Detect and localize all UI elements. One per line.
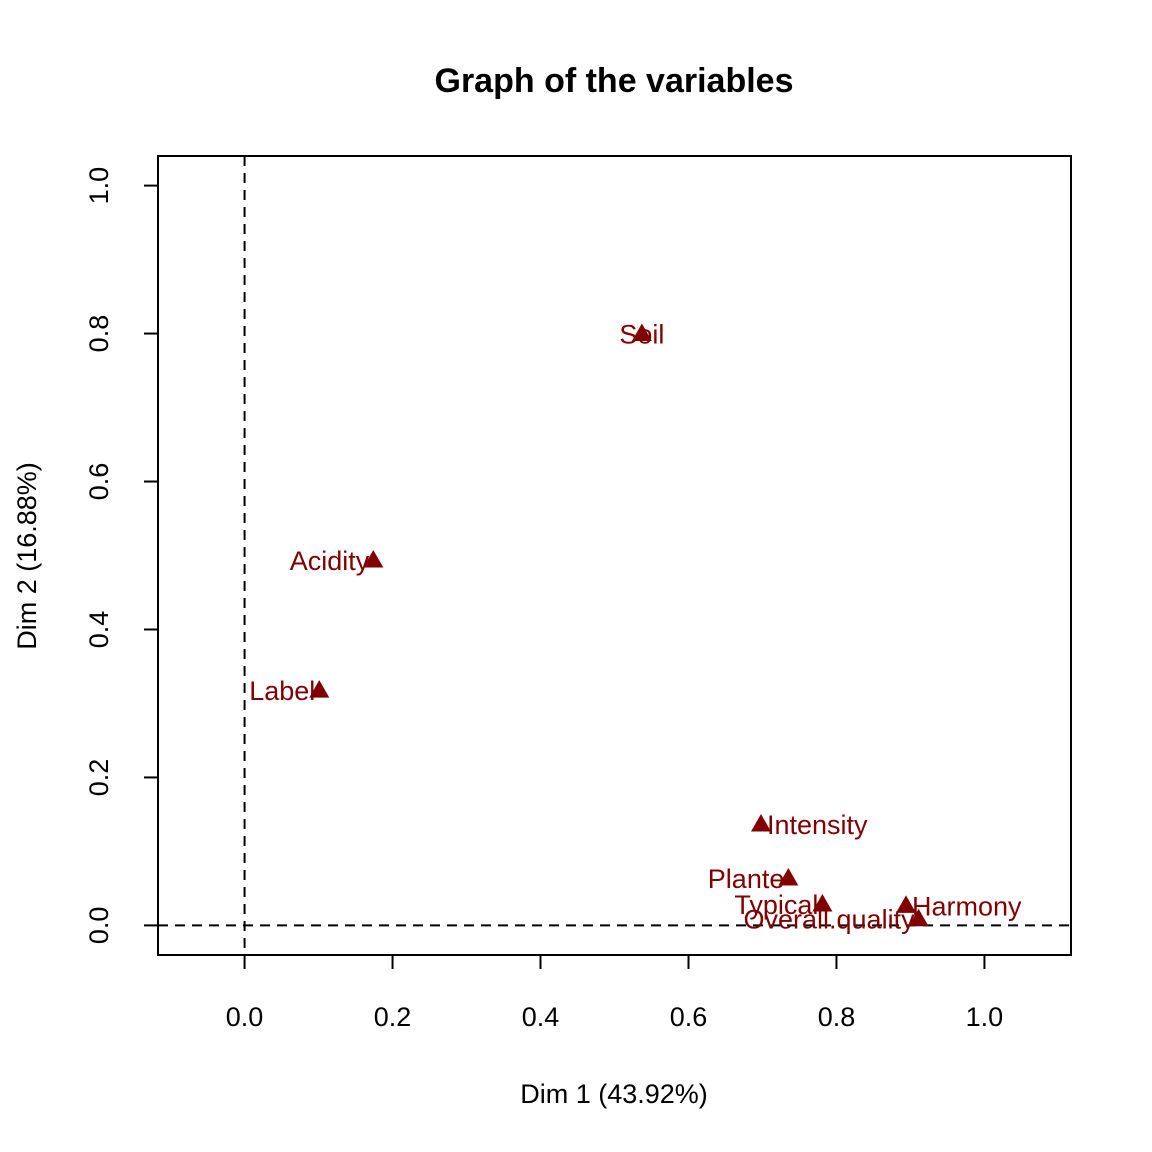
x-axis-ticks: 0.0 0.2 0.4 0.6 0.8 1.0 <box>226 954 1004 1032</box>
chart-title: Graph of the variables <box>435 62 794 100</box>
point-marker-harmony <box>896 895 917 913</box>
x-tick-label: 1.0 <box>966 1002 1004 1032</box>
point-label-typical: Typical <box>734 890 818 920</box>
y-tick-label: 1.0 <box>84 167 114 205</box>
point-marker-typical <box>812 893 833 912</box>
point-label-overall-quality: Overall.quality <box>744 905 916 935</box>
point-marker-intensity <box>750 814 771 832</box>
point-marker-overall-quality <box>908 908 929 927</box>
y-tick-label: 0.0 <box>84 907 114 945</box>
point-marker-plante <box>778 868 799 886</box>
x-tick-label: 0.8 <box>818 1002 856 1032</box>
x-tick-label: 0.0 <box>226 1002 264 1032</box>
y-axis-ticks: 0.0 0.2 0.4 0.6 0.8 1.0 <box>84 167 159 945</box>
x-axis-label: Dim 1 (43.92%) <box>520 1079 708 1109</box>
x-tick-label: 0.2 <box>374 1002 412 1032</box>
y-axis-label: Dim 2 (16.88%) <box>12 462 42 650</box>
y-tick-label: 0.6 <box>84 463 114 501</box>
point-marker-soil <box>631 323 652 342</box>
point-marker-label <box>309 680 330 698</box>
point-marker-acidity <box>363 549 384 568</box>
point-label-acidity: Acidity <box>290 546 370 576</box>
point-label-intensity: Intensity <box>767 810 868 840</box>
y-tick-label: 0.2 <box>84 759 114 797</box>
point-label-harmony: Harmony <box>912 891 1022 921</box>
x-tick-label: 0.4 <box>522 1002 560 1032</box>
point-label-plante: Plante <box>708 864 785 894</box>
point-label-label: Label <box>249 676 315 706</box>
y-tick-label: 0.4 <box>84 611 114 649</box>
point-label-soil: Soil <box>619 320 664 350</box>
x-tick-label: 0.6 <box>670 1002 708 1032</box>
y-tick-label: 0.8 <box>84 315 114 353</box>
